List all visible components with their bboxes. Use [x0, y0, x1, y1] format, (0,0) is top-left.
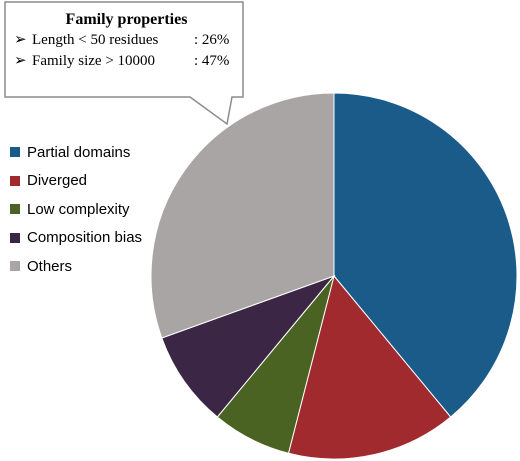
legend-swatch [10, 147, 20, 158]
legend-swatch [10, 204, 20, 215]
pie-slice-partial-domains [333, 92, 518, 418]
property-row: ➢ Length < 50 residues : 26% [14, 30, 239, 51]
pie-slice-composition-bias [161, 274, 336, 418]
legend-label: Diverged [27, 172, 88, 190]
property-value: : 26% [194, 32, 230, 48]
legend-label: Others [27, 257, 73, 275]
arrow-bullet-icon: ➢ [14, 32, 27, 48]
legend-swatch [10, 175, 20, 186]
callout-text: Family properties ➢ Length < 50 residues… [14, 10, 239, 80]
legend-item-diverged: Diverged [10, 167, 142, 196]
legend-swatch [10, 232, 20, 243]
legend-swatch [10, 261, 20, 272]
legend-item-partial-domains: Partial domains [10, 138, 142, 167]
arrow-bullet-icon: ➢ [14, 53, 27, 69]
pie-chart [150, 92, 518, 460]
callout-box [4, 1, 244, 126]
legend-item-others: Others [10, 252, 142, 281]
property-row: ➢ Family size > 10000 : 47% [14, 51, 239, 72]
legend-item-composition-bias: Composition bias [10, 224, 142, 253]
property-label: Length < 50 residues [32, 32, 159, 48]
pie-slice-diverged [287, 274, 452, 460]
legend-label: Composition bias [27, 229, 143, 247]
legend-label: Partial domains [27, 143, 131, 161]
callout-title: Family properties [65, 11, 188, 28]
legend-item-low-complexity: Low complexity [10, 195, 142, 224]
legend-label: Low complexity [27, 200, 130, 218]
property-value: : 47% [194, 53, 230, 69]
pie-slice-others [150, 92, 335, 339]
chart-legend: Partial domains Diverged Low complexity Com… [10, 138, 142, 281]
property-label: Family size > 10000 [32, 53, 156, 69]
